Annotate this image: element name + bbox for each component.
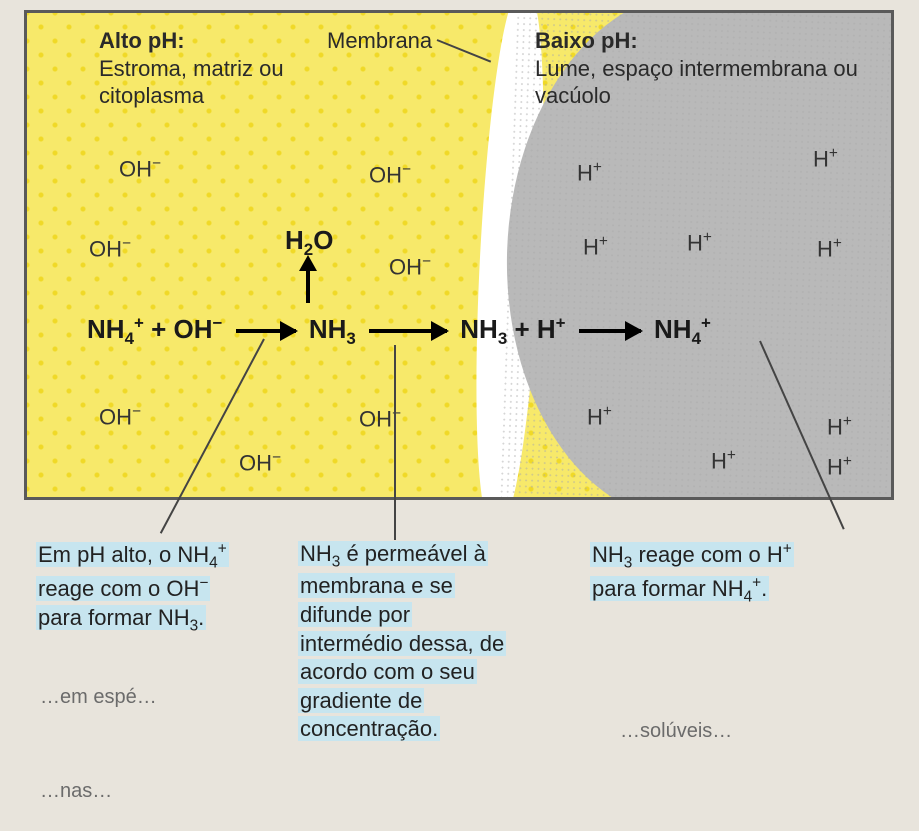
callout-1-l1: Em pH alto, o NH4+ bbox=[36, 542, 229, 567]
reaction-nh3: NH3 bbox=[309, 314, 356, 344]
ion-oh: OH− bbox=[99, 403, 141, 430]
left-title: Alto pH: Estroma, matriz ou citoplasma bbox=[99, 27, 359, 110]
ion-h: H+ bbox=[827, 413, 852, 440]
arrow-1 bbox=[236, 329, 296, 333]
callout2-line bbox=[394, 345, 396, 540]
ion-h: H+ bbox=[817, 235, 842, 262]
scan-noise: …nas… bbox=[40, 780, 112, 803]
ion-h: H+ bbox=[687, 229, 712, 256]
arrow-2 bbox=[369, 329, 447, 333]
reaction-right: NH3 + H+ bbox=[460, 314, 565, 344]
ion-h: H+ bbox=[577, 159, 602, 186]
callout-2-l2: membrana e se bbox=[298, 573, 455, 598]
callout-2-l4: intermédio dessa, de bbox=[298, 631, 506, 656]
ion-h: H+ bbox=[583, 233, 608, 260]
reaction-row: NH4+ + OH− NH3 NH3 + H+ NH4+ bbox=[87, 313, 711, 349]
callout-1-l3: para formar NH3. bbox=[36, 605, 206, 630]
ion-oh: OH− bbox=[119, 155, 161, 182]
ion-oh: OH− bbox=[239, 449, 281, 476]
scan-noise: …em espé… bbox=[40, 686, 157, 709]
ion-oh: OH− bbox=[369, 161, 411, 188]
ion-h: H+ bbox=[711, 447, 736, 474]
left-title-bold: Alto pH: bbox=[99, 28, 185, 53]
ion-oh: OH− bbox=[389, 253, 431, 280]
callout-1-l2: reage com o OH− bbox=[36, 576, 210, 601]
reaction-product: NH4+ bbox=[654, 314, 711, 344]
callout-2-l5: acordo com o seu bbox=[298, 659, 477, 684]
diagram-frame: Alto pH: Estroma, matriz ou citoplasma M… bbox=[24, 10, 894, 500]
callout-3: NH3 reage com o H+ para formar NH4+. bbox=[590, 540, 880, 607]
right-title: Baixo pH: Lume, espaço intermembrana ou … bbox=[535, 27, 865, 110]
callout-3-l2: para formar NH4+. bbox=[590, 576, 769, 601]
callout-1: Em pH alto, o NH4+ reage com o OH− para … bbox=[36, 540, 296, 636]
right-title-bold: Baixo pH: bbox=[535, 28, 638, 53]
left-title-rest: Estroma, matriz ou citoplasma bbox=[99, 56, 284, 109]
ion-h: H+ bbox=[587, 403, 612, 430]
callout-2: NH3 é permeável à membrana e se difunde … bbox=[298, 540, 568, 744]
h2o-arrow-stem bbox=[306, 269, 310, 303]
callout-2-l6: gradiente de bbox=[298, 688, 424, 713]
membrane-label: Membrana bbox=[327, 27, 432, 55]
ion-h: H+ bbox=[813, 145, 838, 172]
callout-2-l7: concentração. bbox=[298, 716, 440, 741]
callout-2-l1: NH3 é permeável à bbox=[298, 541, 488, 566]
ion-h: H+ bbox=[827, 453, 852, 480]
ion-oh: OH− bbox=[89, 235, 131, 262]
scan-noise: …solúveis… bbox=[620, 720, 732, 743]
right-title-rest: Lume, espaço intermembrana ou vacúolo bbox=[535, 56, 858, 109]
arrow-3 bbox=[579, 329, 641, 333]
reaction-left: NH4+ + OH− bbox=[87, 314, 222, 344]
callout-3-l1: NH3 reage com o H+ bbox=[590, 542, 794, 567]
callout-2-l3: difunde por bbox=[298, 602, 412, 627]
